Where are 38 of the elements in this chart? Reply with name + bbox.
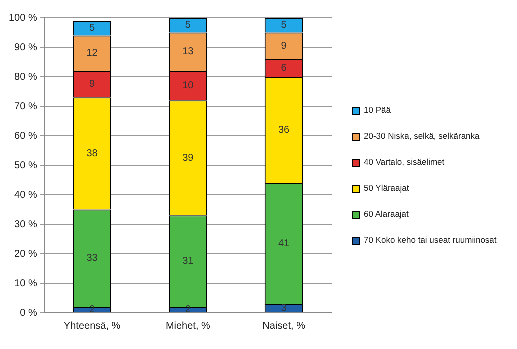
data-label: 5 <box>185 20 192 32</box>
data-label: 41 <box>278 238 290 250</box>
data-label: 6 <box>281 62 288 74</box>
y-tick-label: 10 % <box>14 278 38 290</box>
data-label: 2 <box>185 304 192 316</box>
x-tick-label: Miehet, % <box>166 320 211 332</box>
y-tick-label: 80 % <box>14 72 38 83</box>
y-tick-label: 70 % <box>14 101 38 112</box>
data-label: 31 <box>182 256 194 268</box>
y-tick-label: 50 % <box>14 160 38 172</box>
data-label: 3 <box>281 303 288 314</box>
y-tick-label: 20 % <box>14 248 38 260</box>
legend-label: 20-30 Niska, selkä, selkäranka <box>364 130 480 140</box>
legend-label: 60 Alaraajat <box>364 208 409 218</box>
data-label: 38 <box>86 148 98 160</box>
legend-label: 40 Vartalo, sisäelimet <box>364 156 445 166</box>
data-label: 9 <box>281 40 288 52</box>
legend-label: 10 Pää <box>364 104 391 114</box>
data-label: 5 <box>90 23 96 34</box>
legend-label: 70 Koko keho tai useat ruumiinosat <box>364 234 497 244</box>
y-tick-label: 40 % <box>14 190 38 201</box>
y-tick-label: 100 % <box>8 12 38 24</box>
y-tick-label: 60 % <box>14 130 38 142</box>
x-tick-label: Naiset, % <box>262 320 306 332</box>
data-label: 36 <box>278 124 290 136</box>
y-tick-label: 0 % <box>20 308 38 319</box>
data-label: 39 <box>182 152 194 164</box>
data-label: 12 <box>86 48 98 60</box>
data-label: 2 <box>90 304 96 316</box>
x-tick-label: Yhteensä, % <box>64 320 121 332</box>
data-label: 33 <box>86 253 98 264</box>
data-label: 10 <box>182 80 194 92</box>
legend-label: 50 Yläraajat <box>364 182 410 192</box>
data-label: 13 <box>182 46 194 58</box>
data-label: 9 <box>90 79 96 90</box>
data-label: 5 <box>281 20 288 32</box>
y-tick-label: 90 % <box>14 42 38 54</box>
y-tick-label: 30 % <box>14 219 38 230</box>
